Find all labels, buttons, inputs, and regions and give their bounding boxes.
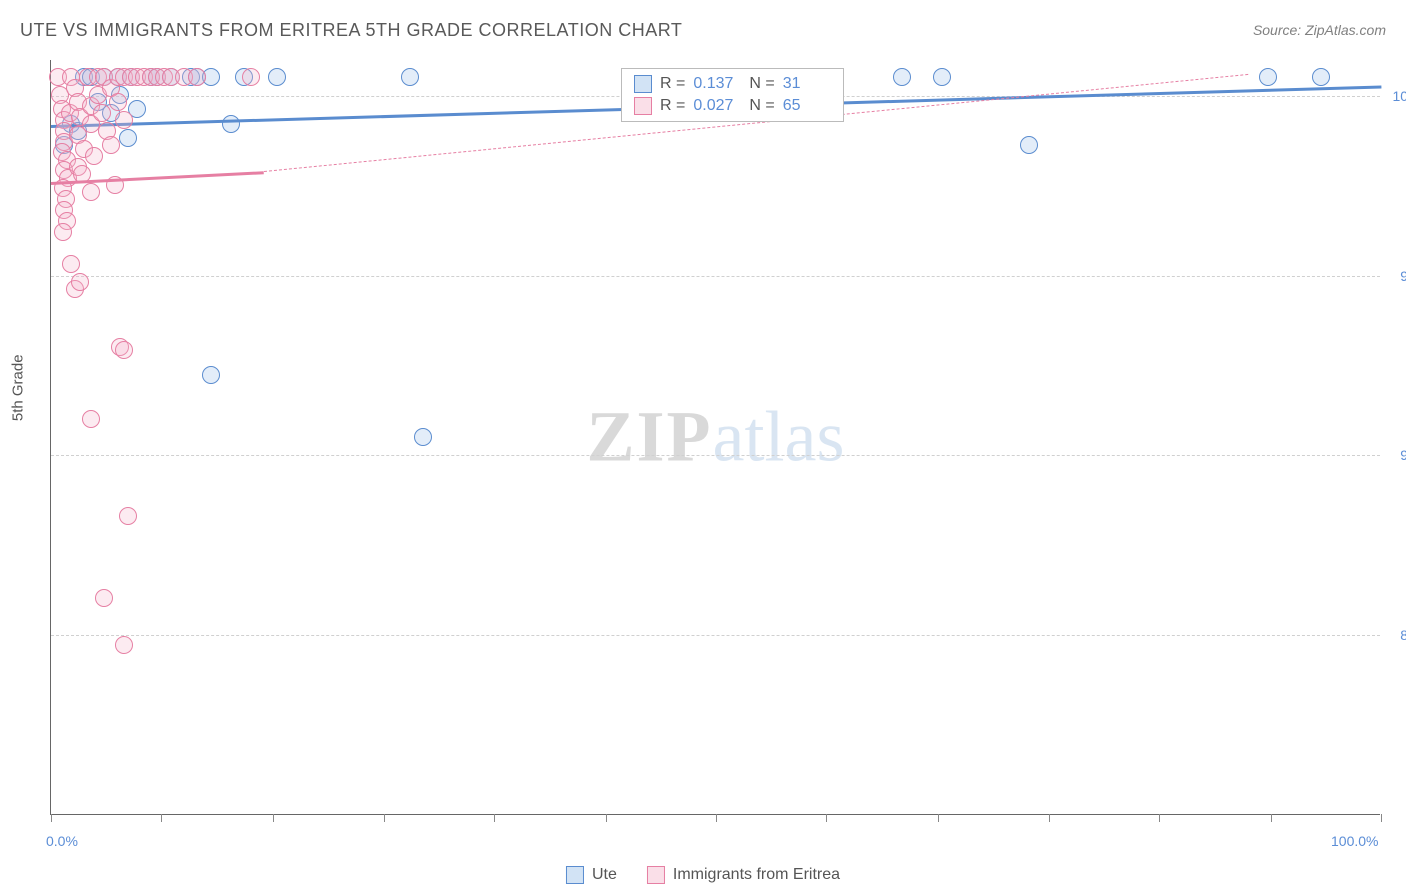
chart-title: UTE VS IMMIGRANTS FROM ERITREA 5TH GRADE… (20, 20, 682, 41)
x-tick (273, 814, 274, 822)
data-point (242, 68, 260, 86)
legend-swatch (634, 75, 652, 93)
data-point (115, 111, 133, 129)
y-tick-label: 85.0% (1400, 627, 1406, 643)
stat-r-label: R = (660, 75, 685, 93)
stat-n-label: N = (749, 97, 774, 115)
legend-swatch (566, 866, 584, 884)
data-point (93, 104, 111, 122)
stat-n-value: 31 (783, 75, 831, 93)
gridline-h (51, 635, 1380, 636)
stat-n-value: 65 (783, 97, 831, 115)
x-tick (938, 814, 939, 822)
data-point (401, 68, 419, 86)
stat-r-label: R = (660, 97, 685, 115)
y-tick-label: 90.0% (1400, 447, 1406, 463)
legend-label: Immigrants from Eritrea (673, 866, 840, 884)
stat-r-value: 0.027 (693, 97, 741, 115)
data-point (82, 183, 100, 201)
legend-swatch (634, 97, 652, 115)
x-tick (161, 814, 162, 822)
data-point (82, 410, 100, 428)
x-tick (606, 814, 607, 822)
y-axis-title: 5th Grade (10, 354, 27, 421)
x-tick (826, 814, 827, 822)
data-point (95, 589, 113, 607)
y-tick-label: 95.0% (1400, 268, 1406, 284)
x-tick-label: 100.0% (1331, 833, 1378, 849)
data-point (62, 255, 80, 273)
y-tick-label: 100.0% (1393, 88, 1406, 104)
data-point (1020, 136, 1038, 154)
data-point (268, 68, 286, 86)
x-tick (1381, 814, 1382, 822)
data-point (71, 273, 89, 291)
x-tick (716, 814, 717, 822)
data-point (109, 93, 127, 111)
x-tick (494, 814, 495, 822)
data-point (85, 147, 103, 165)
x-tick (1271, 814, 1272, 822)
x-tick-label: 0.0% (46, 833, 78, 849)
watermark-atlas: atlas (713, 397, 845, 477)
data-point (933, 68, 951, 86)
data-point (893, 68, 911, 86)
source-label: Source: ZipAtlas.com (1253, 22, 1386, 38)
watermark-zip: ZIP (587, 397, 713, 477)
data-point (119, 507, 137, 525)
data-point (222, 115, 240, 133)
stat-n-label: N = (749, 75, 774, 93)
data-point (102, 136, 120, 154)
data-point (414, 428, 432, 446)
stat-r-value: 0.137 (693, 75, 741, 93)
data-point (54, 223, 72, 241)
data-point (115, 341, 133, 359)
data-point (1259, 68, 1277, 86)
x-tick (384, 814, 385, 822)
x-tick (51, 814, 52, 822)
data-point (1312, 68, 1330, 86)
data-point (119, 129, 137, 147)
gridline-h (51, 276, 1380, 277)
stat-row: R = 0.137 N = 31 (622, 73, 843, 95)
legend-label: Ute (592, 866, 617, 884)
legend-swatch (647, 866, 665, 884)
stat-box: R = 0.137 N = 31 R = 0.027 N = 65 (621, 68, 844, 122)
data-point (188, 68, 206, 86)
data-point (115, 636, 133, 654)
legend-item: Immigrants from Eritrea (647, 866, 840, 884)
legend-item: Ute (566, 866, 617, 884)
gridline-h (51, 455, 1380, 456)
watermark: ZIPatlas (587, 396, 845, 479)
x-tick (1049, 814, 1050, 822)
plot-area: ZIPatlas 85.0%90.0%95.0%100.0%0.0%100.0%… (50, 60, 1380, 815)
x-tick (1159, 814, 1160, 822)
legend: Ute Immigrants from Eritrea (566, 866, 840, 884)
data-point (202, 366, 220, 384)
stat-row: R = 0.027 N = 65 (622, 95, 843, 117)
